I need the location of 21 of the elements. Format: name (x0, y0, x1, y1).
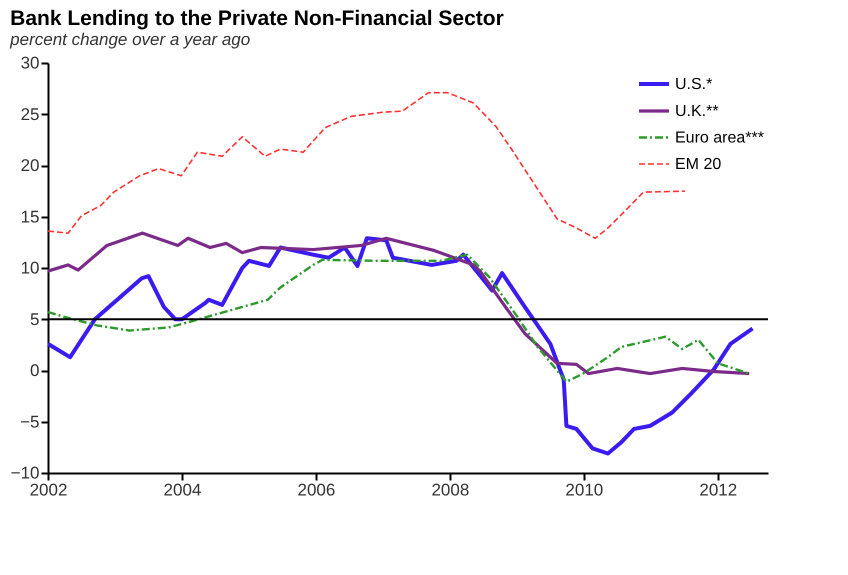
y-tick-label: −10 (10, 464, 40, 482)
x-tick-label: 2004 (164, 480, 202, 500)
y-tick-label: 5 (30, 310, 40, 329)
y-tick-label: 30 (20, 54, 40, 72)
x-tick-label: 2002 (30, 480, 68, 500)
legend-label: U.S.* (675, 76, 712, 93)
y-tick-label: 10 (20, 258, 40, 278)
x-tick-label: 2006 (297, 480, 336, 500)
x-tick-label: 2012 (699, 480, 738, 500)
y-tick-label: 15 (20, 207, 40, 226)
chart-subtitle: percent change over a year ago (9, 30, 250, 49)
y-tick-label: 20 (20, 156, 40, 175)
legend-label: Euro area*** (675, 130, 764, 146)
chart-title: Bank Lending to the Private Non-Financial Sector (10, 7, 504, 30)
y-tick-label: 25 (20, 104, 40, 124)
y-tick-label: 0 (30, 361, 40, 380)
y-tick-label: −5 (20, 412, 40, 432)
legend-label: EM 20 (675, 156, 722, 173)
x-tick-label: 2008 (431, 480, 470, 500)
x-tick-label: 2010 (565, 480, 604, 500)
legend-label: U.K.** (675, 103, 719, 120)
